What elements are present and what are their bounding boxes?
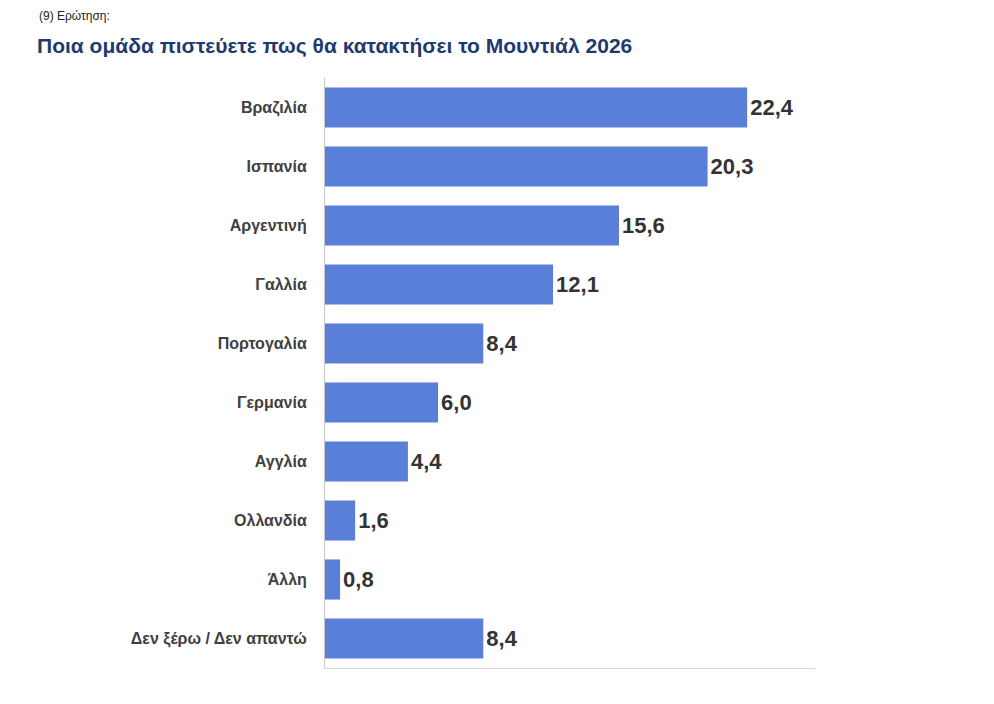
svg-text:(9) Ερώτηση:: (9) Ερώτηση: <box>39 9 110 23</box>
svg-text:15,6: 15,6 <box>622 213 665 238</box>
svg-text:8,4: 8,4 <box>486 331 517 356</box>
svg-text:Γερμανία: Γερμανία <box>237 394 307 411</box>
svg-text:Αγγλία: Αγγλία <box>255 453 307 470</box>
svg-text:Ποια ομάδα πιστεύετε πως θα κα: Ποια ομάδα πιστεύετε πως θα κατακτήσει τ… <box>37 34 632 58</box>
svg-text:Αργεντινή: Αργεντινή <box>230 217 307 234</box>
svg-text:Δεν ξέρω / Δεν απαντώ: Δεν ξέρω / Δεν απαντώ <box>131 630 307 648</box>
svg-text:Γαλλία: Γαλλία <box>255 276 307 293</box>
svg-text:Άλλη: Άλλη <box>268 571 307 588</box>
svg-text:8,4: 8,4 <box>486 626 517 651</box>
svg-text:1,6: 1,6 <box>358 508 389 533</box>
svg-text:22,4: 22,4 <box>750 95 794 120</box>
svg-text:20,3: 20,3 <box>711 154 754 179</box>
svg-text:Βραζιλία: Βραζιλία <box>241 99 307 117</box>
svg-text:12,1: 12,1 <box>556 272 599 297</box>
svg-text:Πορτογαλία: Πορτογαλία <box>218 335 307 352</box>
svg-text:4,4: 4,4 <box>411 449 442 474</box>
svg-text:Ολλανδία: Ολλανδία <box>234 512 307 529</box>
svg-text:Ισπανία: Ισπανία <box>247 158 307 175</box>
svg-text:0,8: 0,8 <box>343 567 374 592</box>
svg-text:6,0: 6,0 <box>441 390 472 415</box>
